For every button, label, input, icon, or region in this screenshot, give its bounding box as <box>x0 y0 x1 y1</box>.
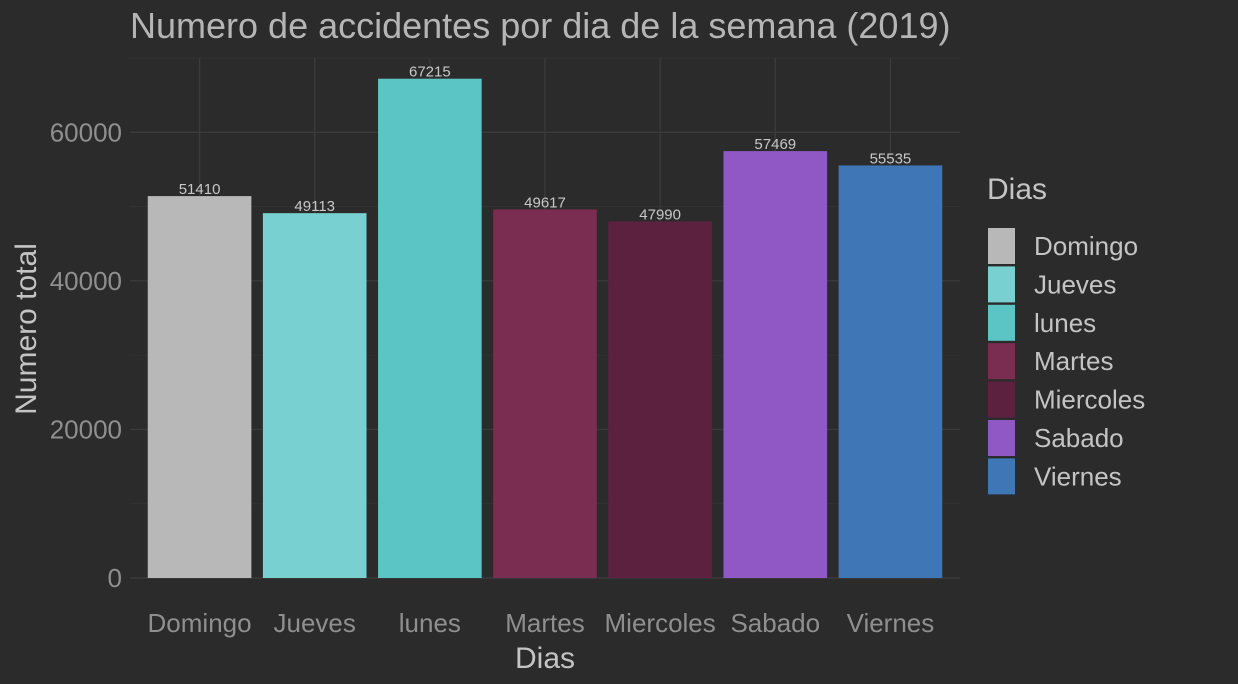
legend-key <box>988 228 1015 264</box>
y-axis-title: Numero total <box>10 243 43 415</box>
x-tick-label: lunes <box>399 608 461 638</box>
data-label: 49617 <box>524 194 566 211</box>
x-tick-label: Martes <box>505 608 584 638</box>
bar-martes <box>493 209 597 578</box>
legend-key <box>988 304 1015 341</box>
legend-key <box>988 458 1015 495</box>
bar-sabado <box>723 151 828 578</box>
legend-label: Jueves <box>1034 269 1116 299</box>
y-tick-label: 0 <box>108 563 122 593</box>
data-label: 49113 <box>294 198 335 215</box>
x-tick-label: Jueves <box>274 608 356 638</box>
bar-miercoles <box>608 221 712 578</box>
legend-key <box>988 343 1015 380</box>
legend: Dias Domingo Jueves lunes Martes Miercoles Sa… <box>987 173 1145 495</box>
y-tick-label: 60000 <box>50 117 122 147</box>
legend-key <box>988 381 1015 418</box>
legend-label: Viernes <box>1034 461 1122 491</box>
x-tick-label: Domingo <box>148 608 252 638</box>
chart-title: Numero de accidentes por dia de la seman… <box>130 5 950 46</box>
legend-key <box>988 266 1015 303</box>
data-label: 51410 <box>179 181 221 198</box>
bar-viernes <box>838 165 943 578</box>
x-tick-label: Miercoles <box>605 608 716 638</box>
y-axis-ticks: 0 20000 40000 60000 <box>50 117 122 593</box>
y-tick-label: 20000 <box>50 414 122 444</box>
legend-key <box>988 420 1015 456</box>
bar-domingo <box>147 196 252 578</box>
x-axis-title: Dias <box>515 642 575 675</box>
y-tick-label: 40000 <box>50 266 122 296</box>
bars <box>147 78 943 578</box>
data-label: 47990 <box>639 207 681 224</box>
legend-label: lunes <box>1034 308 1096 338</box>
bar-jueves <box>262 213 367 578</box>
x-tick-label: Sabado <box>730 608 820 638</box>
x-tick-label: Viernes <box>847 608 935 638</box>
legend-label: Sabado <box>1034 423 1124 453</box>
data-labels: 51410 49113 67215 49617 47990 57469 55535 <box>179 64 912 224</box>
data-label: 57469 <box>754 136 796 153</box>
legend-label: Domingo <box>1034 231 1138 261</box>
bar-lunes <box>378 78 482 578</box>
x-axis-ticks: Domingo Jueves lunes Martes Miercoles Sabado V… <box>148 608 935 638</box>
legend-label: Miercoles <box>1034 385 1145 415</box>
data-label: 55535 <box>870 150 912 167</box>
data-label: 67215 <box>409 64 451 81</box>
legend-title: Dias <box>987 173 1047 206</box>
legend-label: Martes <box>1034 346 1113 376</box>
